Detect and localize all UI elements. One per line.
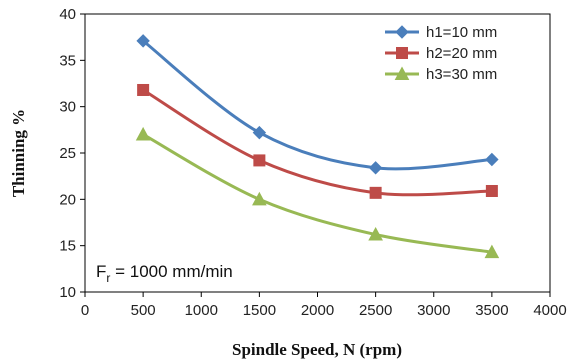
- legend: h1=10 mm h2=20 mm h3=30 mm: [378, 19, 546, 93]
- y-tick-label: 30: [59, 99, 76, 116]
- y-tick-label: 35: [59, 52, 76, 69]
- data-point-marker: [137, 83, 150, 96]
- data-point-marker: [369, 186, 382, 199]
- x-tick-label: 500: [131, 302, 156, 319]
- y-tick-label: 10: [59, 284, 76, 301]
- y-axis-label: Thinning %: [9, 109, 28, 197]
- x-tick-label: 3000: [417, 302, 450, 319]
- legend-label: h2=20 mm: [426, 45, 497, 62]
- x-tick-label: 2000: [301, 302, 334, 319]
- y-tick-label: 15: [59, 238, 76, 255]
- data-point-marker: [484, 244, 500, 259]
- legend-label: h3=30 mm: [426, 66, 497, 83]
- data-point-marker: [368, 226, 383, 241]
- y-axis-ticks: 10 15 20 25 30 35 40: [59, 6, 85, 301]
- data-point-marker: [368, 161, 383, 175]
- series-layer: [135, 34, 500, 259]
- series-line-3: [142, 133, 493, 254]
- data-point-marker: [485, 152, 499, 167]
- data-point-marker: [485, 184, 498, 197]
- legend-marker: [396, 47, 408, 59]
- x-tick-label: 1500: [243, 302, 276, 319]
- data-point-marker: [252, 125, 267, 140]
- x-tick-label: 0: [81, 302, 89, 319]
- x-tick-label: 2500: [359, 302, 392, 319]
- series-line-2: [142, 88, 492, 197]
- data-point-marker: [136, 34, 150, 48]
- y-tick-label: 20: [59, 191, 76, 208]
- legend-marker: [394, 66, 410, 80]
- y-tick-label: 40: [59, 6, 76, 23]
- x-axis-ticks: 0 500 1000 1500 2000 2500 3000 3500 4000: [81, 292, 567, 319]
- data-point-marker: [135, 126, 151, 141]
- data-point-marker: [253, 154, 266, 167]
- legend-label: h1=10 mm: [426, 24, 497, 41]
- legend-marker: [395, 25, 409, 39]
- x-tick-label: 3500: [475, 302, 508, 319]
- feed-rate-annotation: Fr = 1000 mm/min: [96, 262, 233, 285]
- x-tick-label: 1000: [185, 302, 218, 319]
- data-point-marker: [252, 191, 267, 206]
- y-tick-label: 25: [59, 145, 76, 162]
- series-line-1: [142, 39, 492, 171]
- x-axis-label: Spindle Speed, N (rpm): [232, 340, 402, 359]
- x-tick-label: 4000: [533, 302, 566, 319]
